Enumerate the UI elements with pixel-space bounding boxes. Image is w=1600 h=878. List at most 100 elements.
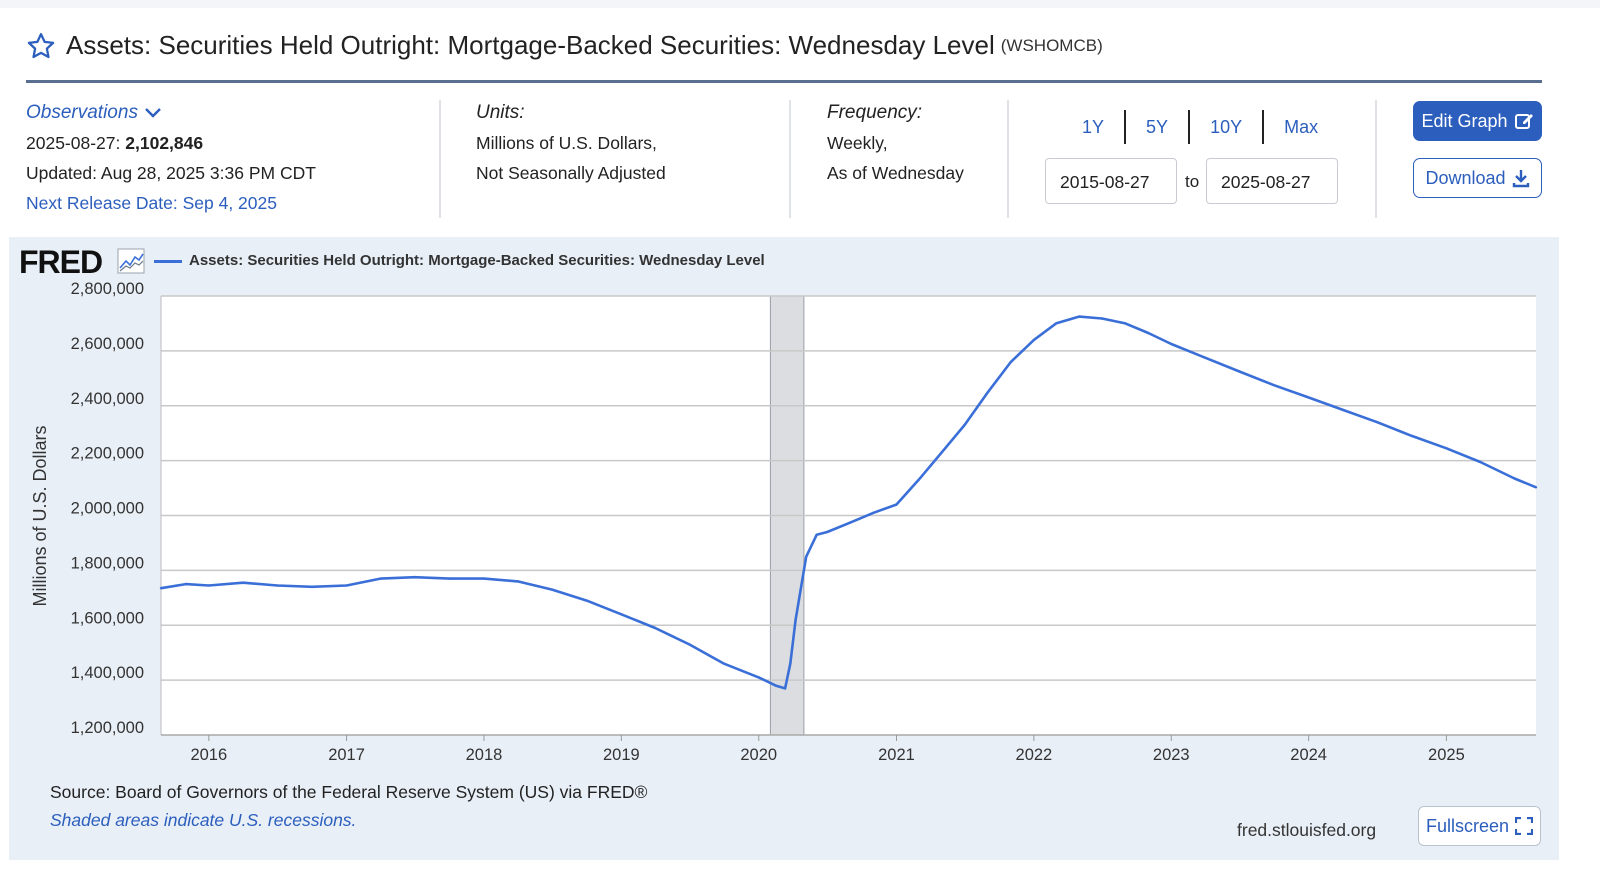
edit-graph-button[interactable]: Edit Graph (1413, 101, 1542, 141)
x-tick-label: 2023 (1153, 746, 1190, 764)
y-tick-label: 1,400,000 (71, 664, 144, 682)
data-point (986, 390, 990, 394)
data-point (1479, 460, 1482, 464)
start-date-input[interactable]: 2015-08-27 (1045, 158, 1177, 204)
x-tick-label: 2022 (1016, 746, 1053, 764)
frequency-line1: Weekly, (827, 133, 888, 153)
y-tick-label: 2,400,000 (71, 390, 144, 408)
observation-date: 2025-08-27: (26, 133, 121, 153)
range-10y-button[interactable]: 10Y (1210, 116, 1243, 137)
legend-label: Assets: Securities Held Outright: Mortga… (189, 252, 765, 269)
divider (1007, 100, 1009, 218)
fullscreen-icon (1515, 817, 1534, 835)
updated-text: Updated: Aug 28, 2025 3:36 PM CDT (26, 163, 316, 183)
data-point (917, 478, 920, 482)
range-separator (1262, 110, 1265, 144)
top-strip (0, 0, 1600, 8)
x-tick-label: 2016 (190, 746, 227, 764)
units-line1: Millions of U.S. Dollars, (476, 133, 657, 153)
data-point (849, 521, 852, 524)
frequency-block: Frequency: Weekly, As of Wednesday (827, 98, 964, 188)
y-tick-label: 1,600,000 (71, 609, 144, 627)
data-point (963, 423, 966, 427)
to-label: to (1185, 172, 1200, 191)
observations-label: Observations (26, 102, 138, 123)
x-tick-label: 2018 (466, 746, 503, 764)
data-point (1307, 396, 1310, 399)
data-point (1100, 317, 1104, 320)
range-separator (1188, 110, 1191, 144)
divider (1375, 100, 1377, 218)
data-point (241, 581, 245, 584)
data-point (1009, 360, 1013, 364)
data-point (1513, 477, 1516, 480)
data-point (1272, 383, 1276, 387)
data-point (783, 687, 787, 690)
star-icon[interactable] (26, 31, 56, 61)
frequency-label: Frequency: (827, 102, 923, 123)
range-max-button[interactable]: Max (1284, 116, 1319, 137)
edit-graph-label: Edit Graph (1421, 110, 1508, 131)
series-title: Assets: Securities Held Outright: Mortga… (66, 30, 995, 60)
data-point (654, 626, 657, 630)
data-point (184, 582, 188, 586)
data-point (585, 599, 588, 602)
recession-note: Shaded areas indicate U.S. recessions. (50, 810, 357, 830)
title-divider (26, 80, 1542, 83)
site-url[interactable]: fred.stlouisfed.org (1237, 820, 1377, 840)
data-point (413, 576, 416, 579)
data-point (826, 530, 829, 534)
next-release-link[interactable]: Next Release Date: Sep 4, 2025 (26, 193, 277, 213)
range-buttons: 1Y 5Y 10Y Max (1062, 110, 1338, 144)
observations-toggle[interactable]: Observations (26, 98, 316, 128)
data-point (1077, 315, 1081, 318)
series-line (160, 315, 1537, 690)
data-point (159, 587, 163, 590)
fullscreen-button[interactable]: Fullscreen (1418, 806, 1541, 846)
end-date-input[interactable]: 2025-08-27 (1206, 158, 1338, 204)
chevron-down-icon (145, 108, 161, 118)
data-point (1147, 331, 1150, 335)
data-point (1445, 447, 1448, 450)
data-point (379, 577, 382, 580)
data-point (516, 580, 520, 583)
data-point (1054, 322, 1058, 325)
frequency-line2: As of Wednesday (827, 163, 964, 183)
data-point (207, 584, 211, 587)
fred-logo[interactable]: FRED (19, 244, 103, 280)
units-block: Units: Millions of U.S. Dollars, Not Sea… (476, 98, 666, 188)
data-point (345, 584, 348, 587)
data-point (895, 503, 898, 506)
observations-block: Observations 2025-08-27: 2,102,846 Updat… (26, 98, 316, 218)
x-tick-label: 2025 (1428, 746, 1465, 764)
data-point (1032, 338, 1036, 342)
data-point (550, 588, 554, 591)
legend-swatch (154, 260, 182, 263)
divider (789, 100, 791, 218)
data-point (1534, 486, 1538, 489)
range-1y-button[interactable]: 1Y (1082, 116, 1105, 137)
range-5y-button[interactable]: 5Y (1146, 116, 1169, 137)
data-point (757, 676, 760, 679)
data-point (815, 533, 818, 536)
data-point (1170, 342, 1173, 346)
data-point (794, 618, 797, 621)
y-tick-label: 1,800,000 (71, 554, 144, 572)
page-title: Assets: Securities Held Outright: Mortga… (26, 30, 1103, 61)
data-point (620, 613, 623, 616)
data-point (482, 577, 486, 580)
graph-icon (117, 248, 145, 274)
download-icon (1512, 170, 1529, 188)
observation-value: 2,102,846 (125, 133, 204, 153)
data-point (1124, 322, 1127, 325)
data-point (310, 585, 314, 589)
data-point (448, 577, 451, 580)
units-line2: Not Seasonally Adjusted (476, 163, 666, 183)
data-point (688, 643, 691, 646)
y-tick-label: 1,200,000 (71, 719, 144, 737)
x-tick-label: 2019 (603, 746, 640, 764)
download-button[interactable]: Download (1413, 158, 1542, 198)
data-point (1238, 370, 1241, 373)
x-tick-label: 2017 (328, 746, 365, 764)
